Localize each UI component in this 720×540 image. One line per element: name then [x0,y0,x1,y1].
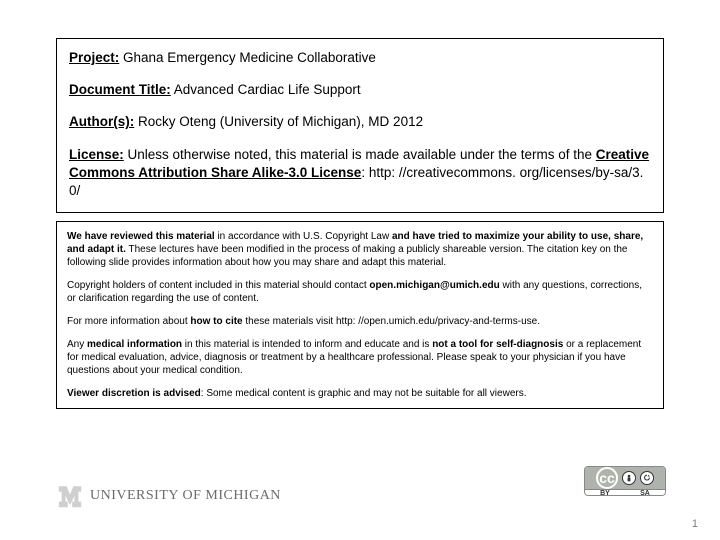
project-row: Project: Ghana Emergency Medicine Collab… [69,49,651,67]
cc-badge-bottom: BY SA [585,489,665,496]
p1a: We have reviewed this material [67,231,215,242]
page-number: 1 [692,518,698,530]
para-discretion: Viewer discretion is advised: Some medic… [67,387,653,400]
university-name: UNIVERSITY OF MICHIGAN [90,488,281,504]
doctitle-label: Document Title: [69,82,171,97]
doctitle-value: Advanced Cardiac Life Support [171,82,361,97]
p4c: in this material is intended to inform a… [182,339,432,350]
cc-badge-top: cc [585,467,665,489]
p2b: open.michigan@umich.edu [369,280,499,291]
p4b: medical information [87,339,182,350]
disclaimer-box: We have reviewed this material in accord… [56,221,664,409]
p3a: For more information about [67,316,190,327]
p1d: These lectures have been modified in the… [67,244,628,268]
cc-icon: cc [596,467,618,489]
para-review: We have reviewed this material in accord… [67,230,653,269]
p4a: Any [67,339,87,350]
by-icon [622,471,636,485]
project-value: Ghana Emergency Medicine Collaborative [119,50,376,65]
para-medical: Any medical information in this material… [67,338,653,377]
sa-icon [640,471,654,485]
p3c: these materials visit http: //open.umich… [243,316,540,327]
doctitle-row: Document Title: Advanced Cardiac Life Su… [69,81,651,99]
para-copyright: Copyright holders of content included in… [67,279,653,305]
author-row: Author(s): Rocky Oteng (University of Mi… [69,113,651,131]
cc-sa-label: SA [625,489,665,496]
p3b: how to cite [190,316,242,327]
license-row: License: Unless otherwise noted, this ma… [69,146,651,201]
p4d: not a tool for self-diagnosis [432,339,563,350]
p2a: Copyright holders of content included in… [67,280,369,291]
p5a: Viewer discretion is advised [67,388,201,399]
author-value: Rocky Oteng (University of Michigan), MD… [134,114,423,129]
p1b: in accordance with U.S. Copyright Law [215,231,392,242]
cc-by-label: BY [585,489,625,496]
p5b: : Some medical content is graphic and ma… [201,388,527,399]
block-m-icon [56,482,84,510]
para-cite: For more information about how to cite t… [67,315,653,328]
license-label: License: [69,147,124,162]
footer: UNIVERSITY OF MICHIGAN cc BY SA [56,482,680,522]
cc-by-sa-badge: cc BY SA [584,466,666,496]
project-label: Project: [69,50,119,65]
author-label: Author(s): [69,114,134,129]
metadata-box: Project: Ghana Emergency Medicine Collab… [56,38,664,213]
license-pre: Unless otherwise noted, this material is… [124,147,596,162]
